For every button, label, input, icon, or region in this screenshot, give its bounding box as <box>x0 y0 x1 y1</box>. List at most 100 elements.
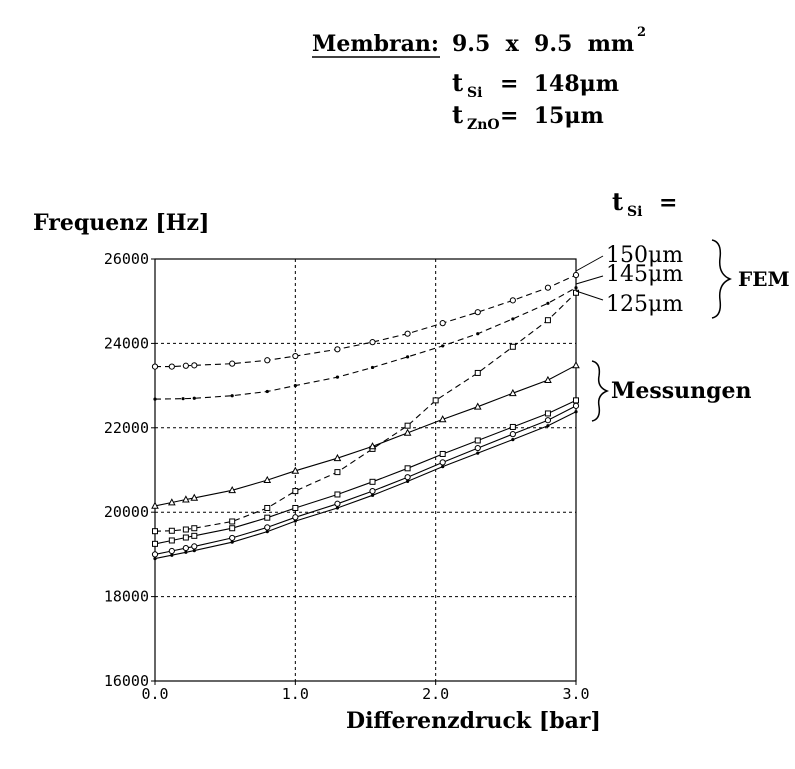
data-point <box>509 343 516 350</box>
data-point <box>334 491 341 498</box>
data-point <box>544 284 552 291</box>
fem-brace <box>711 239 732 319</box>
data-point <box>191 532 198 539</box>
y-tick-labels: 16000 18000 20000 22000 24000 26000 <box>104 250 155 690</box>
data-point <box>152 528 158 535</box>
data-point <box>190 493 199 501</box>
tzno-value: = 15μm <box>500 103 604 129</box>
series-line <box>154 399 577 545</box>
series-5 <box>151 402 580 558</box>
data-point <box>151 551 159 558</box>
series-6 <box>153 410 578 561</box>
data-point <box>153 557 157 561</box>
data-point <box>509 297 516 304</box>
y-tick-label: 22000 <box>104 419 149 437</box>
plot-frame <box>154 258 577 682</box>
tzno-subscript: ZnO <box>467 117 500 133</box>
fem-legend: 150μm 145μm 125μm FEM <box>575 239 790 319</box>
data-point <box>369 339 376 346</box>
data-point <box>474 309 481 316</box>
leader-line-125 <box>575 290 604 301</box>
data-point <box>403 428 412 436</box>
data-point <box>544 410 551 417</box>
data-point <box>572 271 580 279</box>
data-point <box>228 485 237 494</box>
data-point <box>441 344 445 348</box>
data-point <box>406 479 410 483</box>
data-point <box>192 549 196 553</box>
data-point <box>292 488 299 495</box>
data-point <box>574 286 578 290</box>
x-axis-label: Differenzdruck [bar] <box>346 708 601 734</box>
data-point <box>509 423 516 430</box>
data-point <box>404 465 411 472</box>
legend-tsi-header: t Si = <box>612 187 677 220</box>
data-point <box>182 544 189 552</box>
leader-line-150 <box>575 255 604 272</box>
legend-tsi-subscript: Si <box>627 204 642 220</box>
tsi-subscript: Si <box>467 85 482 101</box>
data-point <box>476 451 480 455</box>
data-point <box>476 332 480 336</box>
membran-label: Membran: <box>312 31 439 57</box>
y-tick-label: 26000 <box>104 250 149 268</box>
data-point <box>181 397 185 401</box>
y-tick-label: 20000 <box>104 503 149 521</box>
data-point <box>335 375 340 379</box>
data-point <box>182 534 189 541</box>
membran-exponent: 2 <box>637 25 646 40</box>
data-point <box>572 361 580 369</box>
y-axis-label: Frequenz [Hz] <box>33 210 209 236</box>
legend-tsi-symbol: t <box>612 187 623 216</box>
data-point <box>191 543 198 550</box>
data-point <box>230 540 234 544</box>
data-point <box>168 547 175 555</box>
data-point <box>229 518 236 525</box>
data-point <box>369 488 376 495</box>
data-point <box>265 530 269 534</box>
x-tick-label: 3.0 <box>562 685 589 703</box>
data-point <box>293 519 297 523</box>
series-1 <box>153 286 578 401</box>
data-point <box>264 357 271 364</box>
data-point <box>439 320 446 327</box>
data-point <box>509 388 517 397</box>
legend-tsi-equals: = <box>659 190 677 216</box>
data-point <box>432 397 439 404</box>
x-tick-label: 0.0 <box>141 685 168 703</box>
series-4 <box>152 397 579 547</box>
x-tick-label: 2.0 <box>422 685 449 703</box>
data-point <box>404 330 411 337</box>
data-point <box>293 384 297 388</box>
series-line <box>154 287 577 400</box>
membran-value: 9.5 x 9.5 mm <box>452 31 634 57</box>
data-point <box>439 459 446 466</box>
data-point <box>335 506 340 510</box>
data-point <box>292 504 299 511</box>
series-line <box>154 292 577 532</box>
fem-group-label: FEM <box>738 267 790 291</box>
data-point <box>334 500 341 507</box>
data-point <box>511 317 515 321</box>
data-point <box>151 501 159 509</box>
data-point <box>439 450 446 457</box>
data-point <box>191 362 198 369</box>
data-point <box>406 355 410 359</box>
data-point <box>474 369 481 376</box>
data-point <box>263 475 272 484</box>
data-point <box>151 363 159 370</box>
data-point <box>544 375 552 384</box>
series-3 <box>151 361 580 509</box>
messungen-group-label: Messungen <box>611 378 752 404</box>
x-tick-label: 1.0 <box>282 685 309 703</box>
data-point <box>264 504 271 511</box>
data-point <box>184 550 188 554</box>
data-point <box>229 534 236 542</box>
data-point <box>404 422 411 429</box>
data-point <box>264 514 271 521</box>
messungen-brace <box>591 360 610 422</box>
data-point <box>509 431 516 438</box>
y-tick-label: 16000 <box>104 672 149 690</box>
series-layer <box>151 271 580 561</box>
data-point <box>168 498 176 506</box>
